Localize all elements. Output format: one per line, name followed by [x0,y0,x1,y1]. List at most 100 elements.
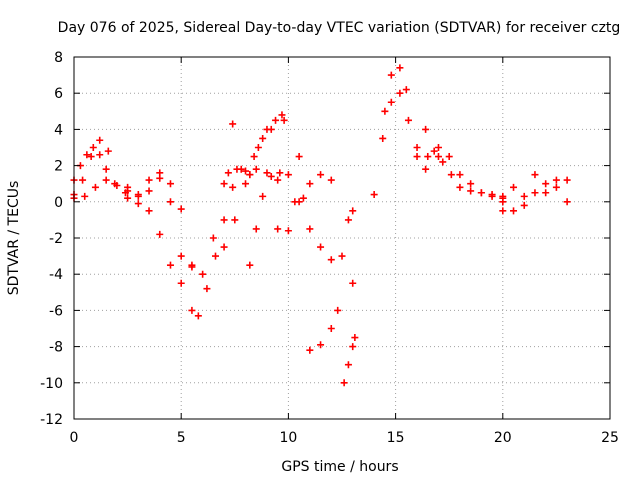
series-sat-track-16 [306,207,357,354]
y-tick-label: -4 [49,267,63,283]
data-point [396,64,404,72]
data-point [166,261,174,269]
data-point [344,361,352,369]
data-point [124,183,132,191]
series-sat-track-15 [295,198,357,287]
data-point [349,279,357,287]
data-point [422,165,430,173]
data-point [542,189,550,197]
data-point [499,207,507,215]
data-point [456,183,464,191]
data-point [263,125,271,133]
data-point [278,111,286,119]
data-point [203,285,211,293]
data-point [229,120,237,128]
data-point [199,270,207,278]
data-point [177,252,185,260]
data-point [209,234,217,242]
data-point [349,207,357,215]
data-point [259,134,267,142]
y-tick-label: 6 [54,86,63,102]
series-sat-track-18 [370,64,442,199]
data-point [263,169,271,177]
data-point [276,169,284,177]
data-point [379,134,387,142]
y-tick-label: -12 [40,412,63,428]
data-point [89,144,97,151]
series-sat-track-23 [499,180,571,215]
data-point [413,144,421,151]
data-point [274,176,282,184]
data-point [104,147,112,155]
data-point [250,153,258,161]
data-point [220,243,228,251]
data-point [233,165,241,173]
data-point [87,153,95,161]
data-point [166,198,174,206]
data-point [252,225,260,233]
data-point [231,216,239,224]
axis-ticks: 0 5 10 15 20 25 -12 -10 -8 -6 -4 -2 0 2 4 6 8 [40,50,619,446]
y-tick-label: 4 [54,122,63,138]
series-sat-track-7 [199,120,237,278]
data-point [188,306,196,314]
data-point [145,207,153,215]
y-tick-label: -8 [49,340,63,356]
data-point [349,343,357,351]
data-point [111,180,119,188]
data-point [338,252,346,260]
x-tick-label: 25 [601,430,619,446]
data-point [242,180,250,188]
data-point [344,216,352,224]
data-point [177,205,185,213]
data-point [188,263,196,271]
data-point [194,312,202,320]
data-point [317,171,325,179]
data-point [552,183,560,191]
data-point [467,187,475,195]
data-point [447,171,455,179]
data-point [351,334,359,342]
data-point [477,189,485,197]
data-point [563,198,571,206]
x-tick-label: 15 [387,430,405,446]
x-tick-label: 0 [70,430,79,446]
data-point [246,171,254,179]
data-point [134,191,142,199]
data-point [531,171,539,179]
data-point [334,306,342,314]
x-tick-label: 10 [279,430,297,446]
x-tick-label: 20 [494,430,512,446]
data-point [510,207,518,215]
data-point [552,176,560,184]
data-point [396,89,404,97]
series-sat-track-14 [291,171,335,206]
data-point [246,261,254,269]
data-point [280,116,288,124]
data-point [259,192,267,200]
data-point [510,183,518,191]
data-point [370,191,378,199]
data-point [299,194,307,202]
data-point [488,191,496,199]
series-sat-track-20 [422,125,507,202]
series-sat-track-3 [70,136,112,202]
data-point [81,192,89,200]
data-point [467,180,475,188]
y-tick-label: 8 [54,50,63,66]
data-points [70,64,571,387]
data-point [404,116,412,124]
data-point [434,153,442,161]
series-sat-track-4 [111,174,196,269]
data-point [212,252,220,260]
data-point [439,158,447,166]
data-point [267,172,275,180]
data-point [177,279,185,287]
data-point [102,176,110,184]
data-point [295,198,303,206]
y-tick-label: -2 [49,231,63,247]
data-point [145,187,153,195]
data-point [317,341,325,349]
data-point [445,153,453,161]
